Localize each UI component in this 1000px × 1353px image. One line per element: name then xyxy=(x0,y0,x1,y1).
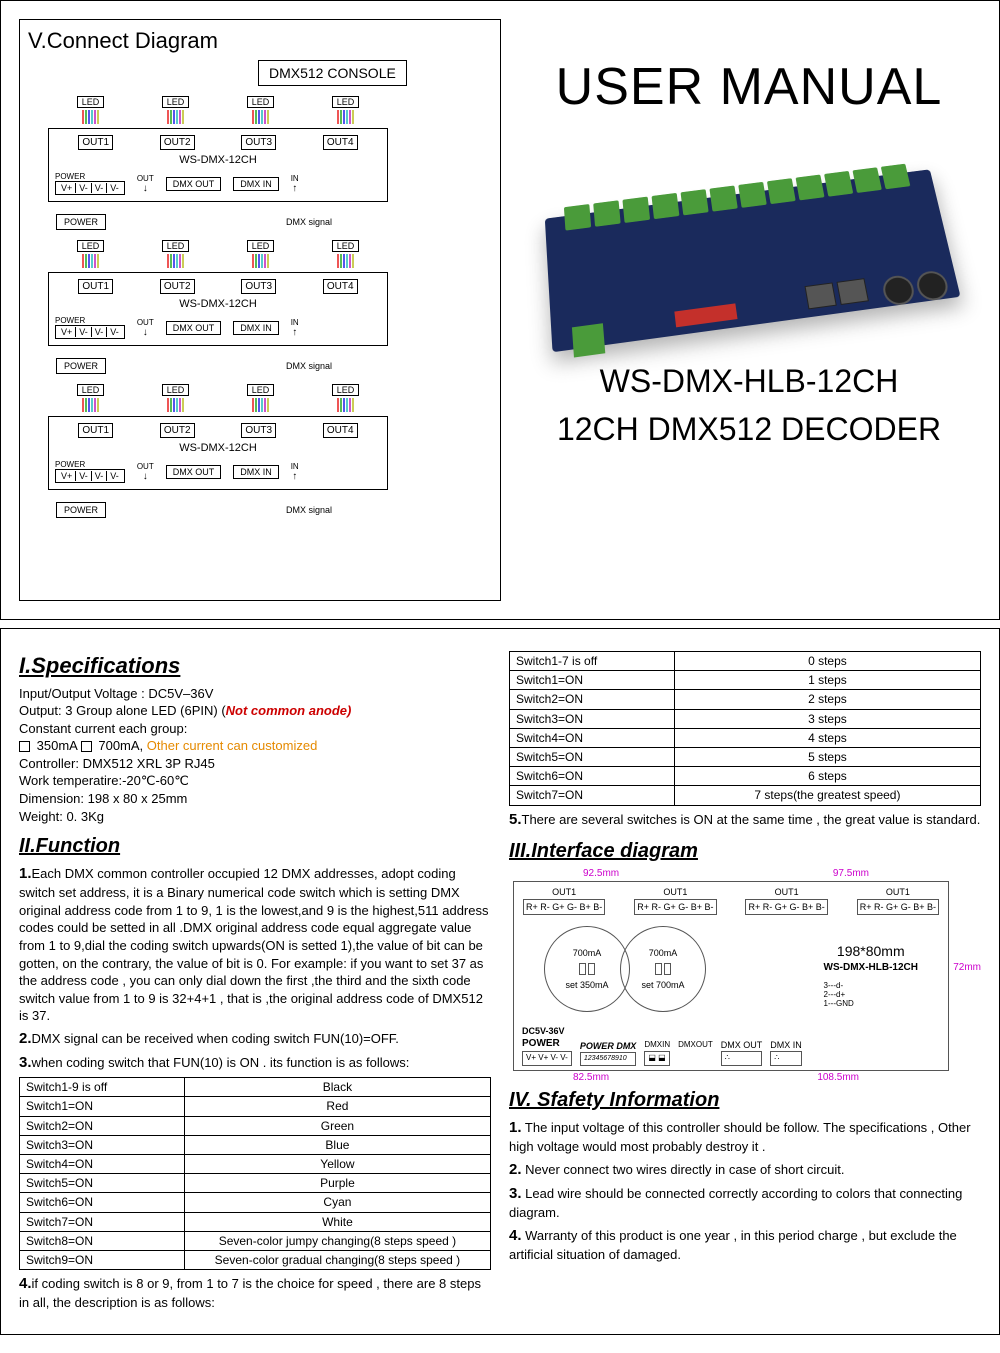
bottom-left-col: I.Specifications Input/Output Voltage : … xyxy=(19,647,491,1316)
function-heading: II.Function xyxy=(19,833,491,860)
pcb-photo-placeholder xyxy=(545,169,961,352)
spec-voltage: Input/Output Voltage : DC5V–36V xyxy=(19,685,491,703)
safety-3: 3. Lead wire should be connected correct… xyxy=(509,1184,981,1222)
product-model: WS-DMX-HLB-12CH xyxy=(557,357,941,405)
product-desc: 12CH DMX512 DECODER xyxy=(557,405,941,453)
connect-diagram-panel: V.Connect Diagram DMX512 CONSOLE LEDLEDL… xyxy=(19,19,501,601)
spec-output: Output: 3 Group alone LED (6PIN) (Not co… xyxy=(19,702,491,720)
func-4: 4.if coding switch is 8 or 9, from 1 to … xyxy=(19,1274,491,1312)
interface-diagram: OUT1R+ R- G+ G- B+ B- OUT1R+ R- G+ G- B+… xyxy=(513,881,949,1071)
diagram-area: LEDLEDLEDLEDOUT1OUT2OUT3OUT4WS-DMX-12CHP… xyxy=(28,96,492,518)
spec-weight: Weight: 0. 3Kg xyxy=(19,808,491,826)
dmx-console: DMX512 CONSOLE xyxy=(258,60,407,86)
spec-constant: Constant current each group: xyxy=(19,720,491,738)
product-title: WS-DMX-HLB-12CH 12CH DMX512 DECODER xyxy=(557,357,941,453)
func-3: 3.when coding switch that FUN(10) is ON … xyxy=(19,1053,491,1073)
xlr-out: DMX OUT ∴ xyxy=(721,1039,763,1066)
func-5: 5.There are several switches is ON at th… xyxy=(509,810,981,830)
dim-bot-right: 108.5mm xyxy=(817,1071,859,1085)
specs-heading: I.Specifications xyxy=(19,651,491,681)
func-2: 2.DMX signal can be received when coding… xyxy=(19,1029,491,1049)
spec-dimension: Dimension: 198 x 80 x 25mm xyxy=(19,790,491,808)
safety-4: 4. Warranty of this product is one year … xyxy=(509,1226,981,1264)
unit-block: OUT1OUT2OUT3OUT4WS-DMX-12CHPOWERV+V-V-V-… xyxy=(48,272,388,346)
spec-current: 350mA 700mA, Other current can customize… xyxy=(19,737,491,755)
dim-right: 72mm xyxy=(953,961,981,975)
set-350: 700mA set 350mA xyxy=(544,926,630,1012)
bottom-right-col: Switch1-7 is off0 stepsSwitch1=ON1 steps… xyxy=(509,647,981,1316)
spec-temp: Work temperatire:-20℃-60℃ xyxy=(19,772,491,790)
steps-table: Switch1-7 is off0 stepsSwitch1=ON1 steps… xyxy=(509,651,981,806)
interface-heading: III.Interface diagram xyxy=(509,838,981,865)
top-page: V.Connect Diagram DMX512 CONSOLE LEDLEDL… xyxy=(0,0,1000,620)
board-size-label: 198*80mm WS-DMX-HLB-12CH 3---d- 2---d+ 1… xyxy=(824,942,918,1009)
user-manual-title: USER MANUAL xyxy=(556,57,943,117)
unit-block: OUT1OUT2OUT3OUT4WS-DMX-12CHPOWERV+V-V-V-… xyxy=(48,416,388,490)
unit-block: OUT1OUT2OUT3OUT4WS-DMX-12CHPOWERV+V-V-V-… xyxy=(48,128,388,202)
dim-bot-left: 82.5mm xyxy=(573,1071,609,1085)
safety-1: 1. The input voltage of this controller … xyxy=(509,1118,981,1156)
rj45-ports: DMXINDMXOUT ⬓ ⬓ xyxy=(644,1040,712,1066)
xlr-in: DMX IN ∴ xyxy=(770,1039,802,1066)
cover-panel: USER MANUAL WS-DMX-HLB-12CH 12CH DMX512 … xyxy=(517,19,981,601)
dim-top-left: 92.5mm xyxy=(583,867,619,881)
connect-title: V.Connect Diagram xyxy=(28,28,492,54)
dim-top-right: 97.5mm xyxy=(833,867,869,881)
dc-power: DC5V-36V POWER V+ V+ V- V- xyxy=(522,1025,572,1065)
func-1: 1.Each DMX common controller occupied 12… xyxy=(19,864,491,1025)
color-table: Switch1-9 is offBlackSwitch1=ONRedSwitch… xyxy=(19,1077,491,1270)
spec-controller: Controller: DMX512 XRL 3P RJ45 xyxy=(19,755,491,773)
bottom-page: I.Specifications Input/Output Voltage : … xyxy=(0,628,1000,1335)
safety-2: 2. Never connect two wires directly in c… xyxy=(509,1160,981,1180)
set-700: 700mA set 700mA xyxy=(620,926,706,1012)
safety-heading: IV. Sfafety Information xyxy=(509,1087,981,1114)
pwr-dmx-leds: POWER DMX 12345678910 xyxy=(580,1040,637,1066)
